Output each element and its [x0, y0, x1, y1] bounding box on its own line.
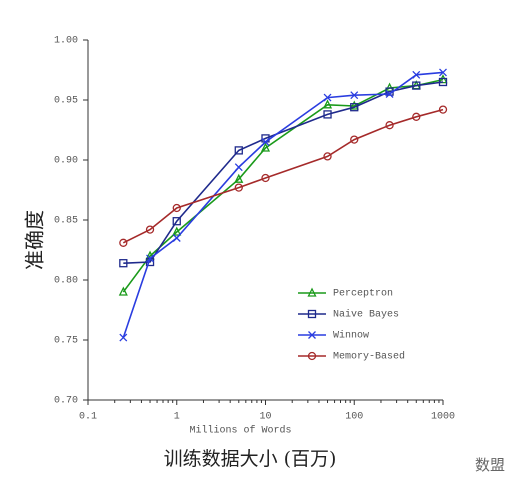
y-tick-label: 0.70	[54, 396, 78, 407]
point	[307, 351, 317, 361]
point	[119, 333, 128, 342]
point	[260, 142, 271, 152]
point	[146, 254, 154, 263]
series-line	[122, 71, 444, 338]
point	[307, 287, 317, 297]
point	[412, 112, 421, 121]
y-tick-label: 0.75	[54, 336, 78, 347]
point	[412, 81, 421, 90]
y-tick-label: 1.00	[54, 36, 78, 47]
x-tick-label: 1	[174, 412, 180, 423]
y-tick-label: 0.80	[54, 276, 78, 287]
y-tick-label: 0.85	[54, 216, 78, 227]
y-axis-label: 准确度	[23, 210, 47, 270]
point	[385, 121, 394, 130]
point	[261, 138, 270, 146]
point	[172, 226, 182, 236]
point	[439, 68, 447, 77]
point	[350, 135, 359, 144]
point	[261, 173, 270, 183]
y-tick-label: 0.95	[54, 96, 78, 107]
x-tick-label: 10	[259, 412, 271, 423]
point	[172, 203, 181, 213]
x-tick-label: 0.1	[79, 412, 97, 423]
point	[350, 91, 359, 100]
point	[234, 173, 244, 183]
series-line	[122, 108, 444, 244]
point	[412, 70, 421, 79]
point	[145, 225, 155, 234]
watermark: 数盟	[475, 457, 505, 474]
point	[349, 100, 359, 110]
point	[385, 90, 394, 98]
legend-label: Perceptron	[333, 289, 393, 300]
legend-label: Naive Bayes	[333, 309, 399, 321]
legend-label: Winnow	[333, 330, 369, 342]
x-axis-label: Millions of Words	[189, 425, 291, 437]
y-tick-label: 0.90	[54, 156, 78, 167]
point	[119, 259, 128, 268]
series-line	[123, 81, 444, 264]
legend-label: Memory-Based	[333, 351, 405, 363]
caption: 训练数据大小 (百万)	[164, 448, 337, 470]
point	[308, 331, 316, 339]
point	[307, 309, 317, 319]
point	[234, 146, 243, 155]
x-tick-label: 1000	[431, 412, 455, 423]
point	[323, 152, 332, 161]
point	[118, 286, 128, 296]
series-line	[122, 78, 444, 293]
point	[119, 238, 128, 247]
point	[172, 217, 181, 226]
point	[438, 77, 448, 87]
point	[350, 103, 359, 112]
point	[438, 105, 448, 114]
x-tick-label: 100	[345, 412, 363, 423]
point	[172, 234, 181, 242]
point	[322, 99, 333, 109]
point	[234, 163, 243, 172]
point	[323, 110, 332, 119]
point	[234, 183, 243, 192]
point	[323, 93, 332, 102]
